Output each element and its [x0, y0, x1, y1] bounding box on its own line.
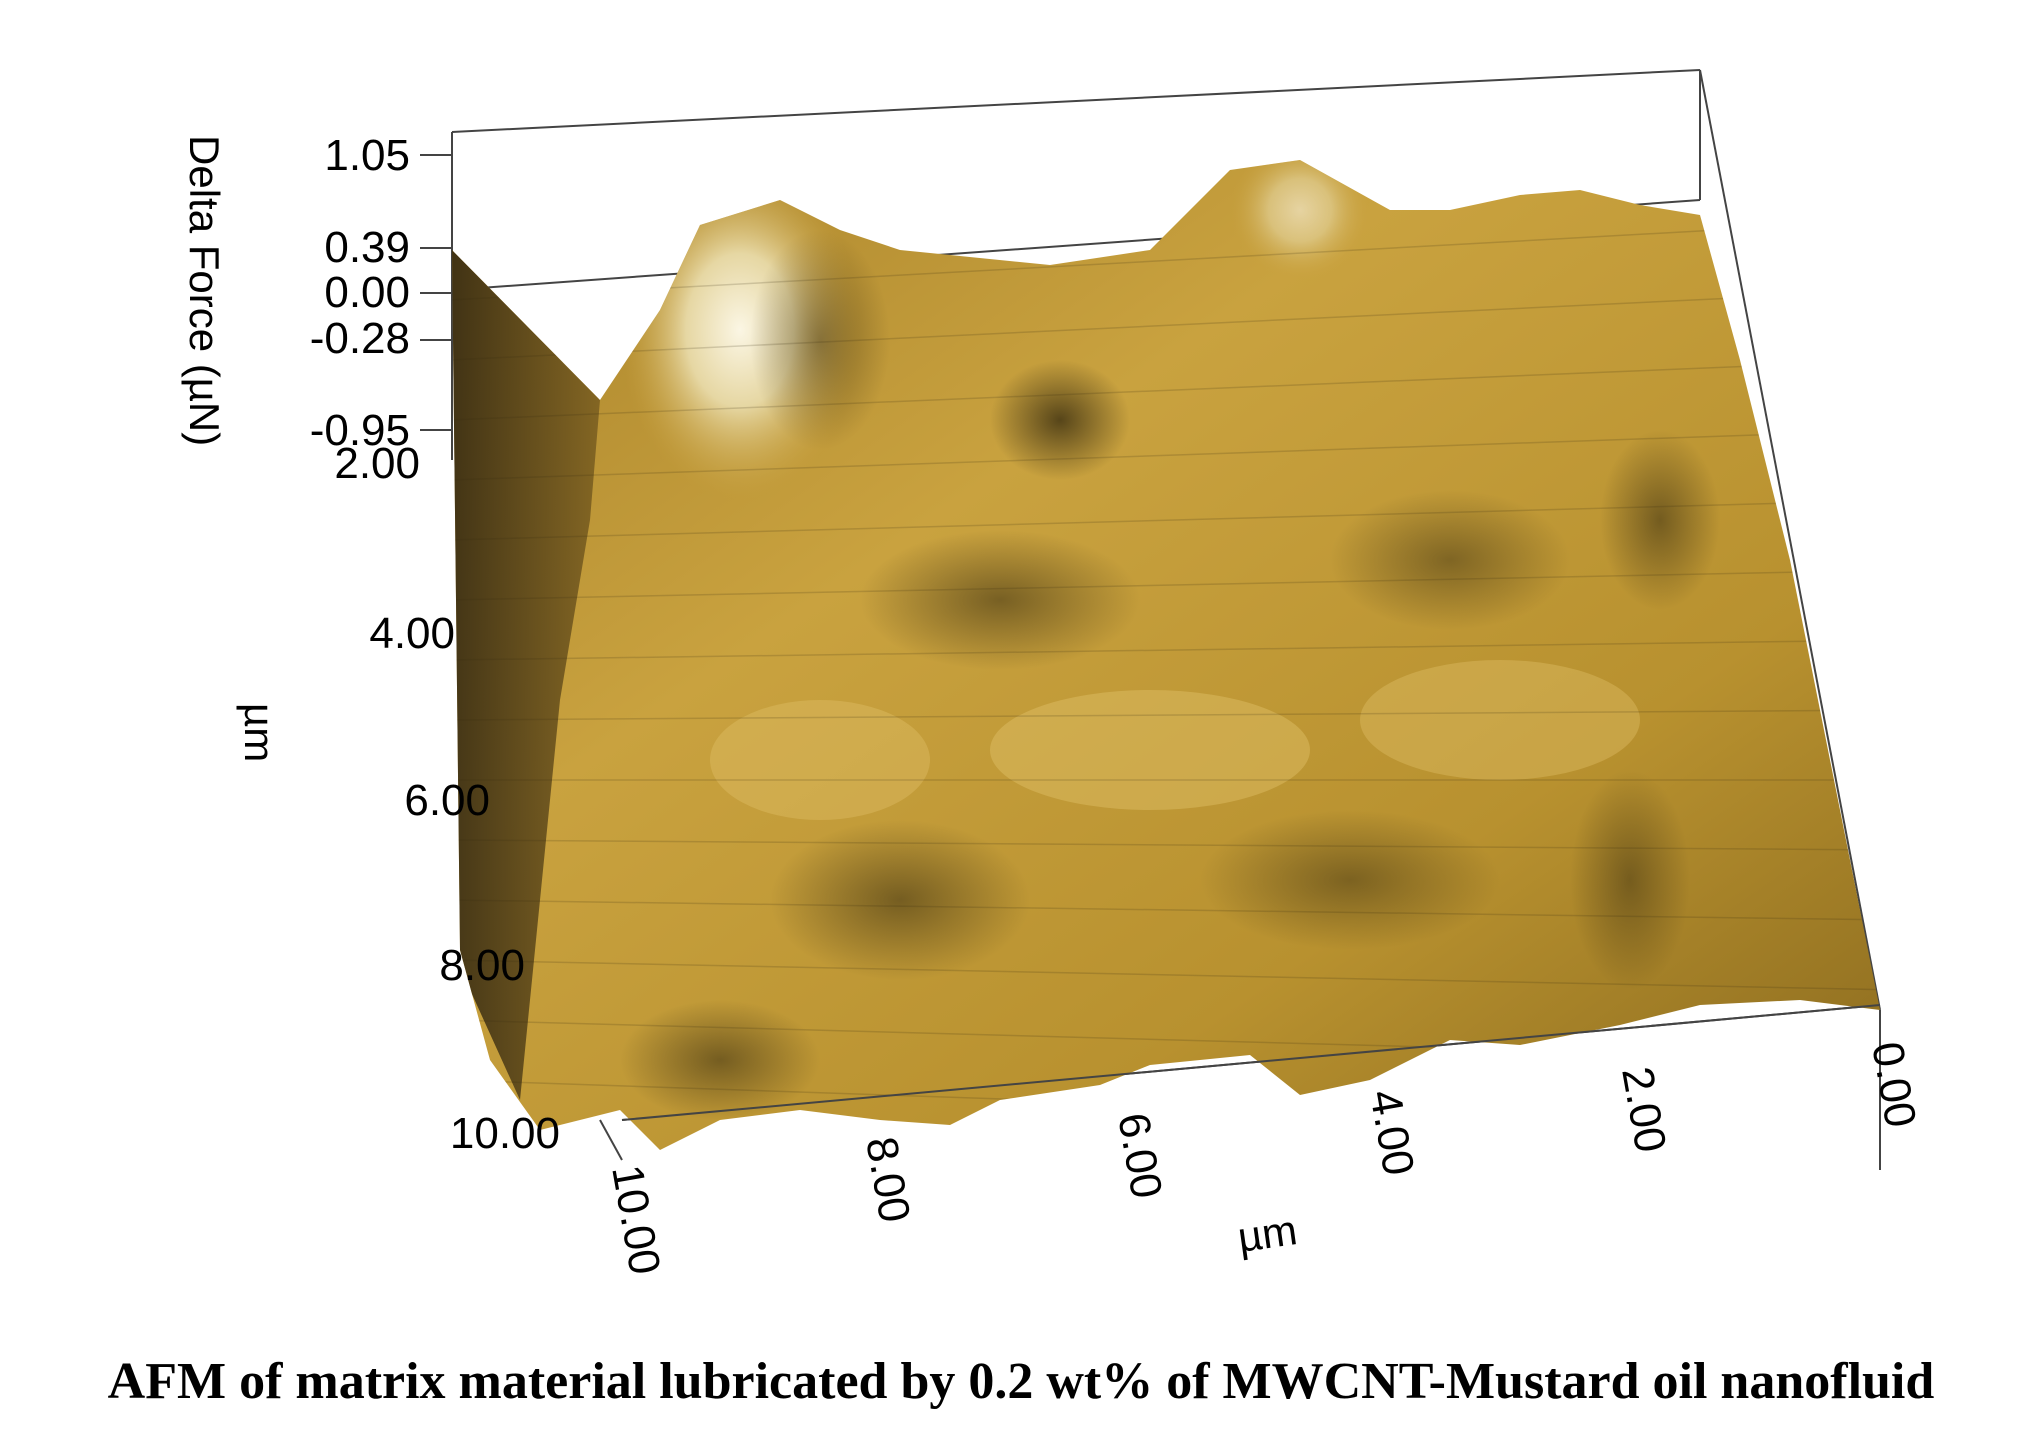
z-axis-ticks [420, 154, 452, 431]
figure-caption: AFM of matrix material lubricated by 0.2… [107, 1353, 1935, 1410]
z-tick-label: 1.05 [324, 131, 410, 180]
axis-lines-front [599, 1004, 1881, 1161]
x-axis-tick-labels: 10.00 8.00 6.00 4.00 2.00 0.00 [602, 1038, 1925, 1278]
x-tick-label: 0.00 [1862, 1038, 1925, 1131]
x-tick-label: 2.00 [1612, 1063, 1675, 1156]
y-tick-label: 6.00 [404, 776, 490, 825]
z-axis-tick-labels: 1.05 0.39 0.00 -0.28 -0.95 [310, 131, 410, 455]
x-tick-label: 10.00 [602, 1161, 669, 1278]
z-tick-label: 0.39 [324, 223, 410, 272]
z-axis-title: Delta Force (µN) [181, 135, 228, 446]
y-axis-tick-labels: 2.00 4.00 6.00 8.00 10.00 [334, 439, 560, 1158]
y-axis-title: µm [236, 703, 283, 762]
z-tick-label: -0.28 [310, 314, 410, 363]
x-axis-title: µm [1235, 1206, 1300, 1261]
x-tick-label: 6.00 [1108, 1109, 1171, 1202]
z-tick-label: 0.00 [324, 268, 410, 317]
x-tick-label: 8.00 [856, 1133, 919, 1226]
afm-surface [452, 160, 1880, 1150]
y-tick-label: 8.00 [439, 941, 525, 990]
x-tick-label: 4.00 [1360, 1086, 1423, 1179]
y-tick-label: 10.00 [450, 1109, 560, 1158]
z-tick-label: -0.95 [310, 406, 410, 455]
y-tick-label: 4.00 [369, 609, 455, 658]
y-tick-label: 2.00 [334, 439, 420, 488]
